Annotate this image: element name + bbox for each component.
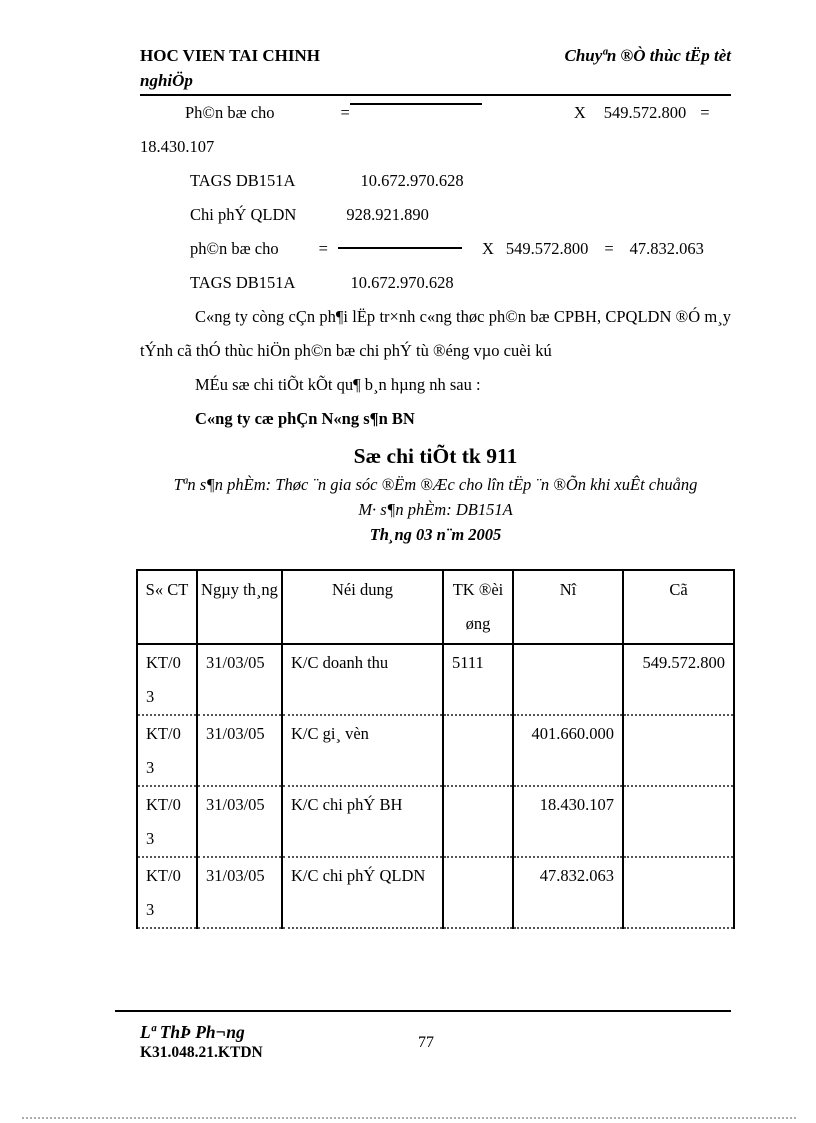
formula-result: 18.430.107	[140, 137, 215, 156]
cell-tk	[442, 715, 514, 787]
col-header-no: Nî	[512, 569, 624, 645]
cell-so-ct: KT/03	[136, 644, 198, 716]
body-paragraph: C«ng ty còng cÇn ph¶i lËp tr×nh c«ng thø…	[140, 307, 731, 360]
col-header-co: Cã	[622, 569, 735, 645]
cell-tk	[442, 857, 514, 929]
cell-noi-dung: K/C doanh thu	[281, 644, 444, 716]
cell-co	[622, 786, 735, 858]
cell-co: 549.572.800	[622, 644, 735, 716]
author-class: K31.048.21.KTDN	[140, 1044, 263, 1061]
formula-allocation-qldn: ph©n bæ cho = X 549.572.800 = 47.832.063	[140, 232, 731, 266]
bottom-dotted-divider	[22, 1117, 796, 1119]
table-row: KT/03 31/03/05 K/C chi phÝ QLDN 47.832.0…	[136, 857, 735, 929]
cell-no: 47.832.063	[512, 857, 624, 929]
table-row: KT/03 31/03/05 K/C doanh thu 5111 549.57…	[136, 644, 735, 716]
col-header-so-ct: S« CT	[136, 569, 198, 645]
denominator-line2: TAGS DB151A 10.672.970.628	[140, 266, 731, 300]
table-row: KT/03 31/03/05 K/C chi phÝ BH 18.430.107	[136, 786, 735, 858]
cell-co	[622, 857, 735, 929]
thesis-type: Chuyªn ®Ò thùc tËp tèt	[564, 46, 731, 65]
table-header-row: S« CT Ngµy th¸ng Néi dung TK ®èi øng Nî …	[136, 569, 735, 645]
revenue-value: 549.572.800	[603, 103, 687, 122]
denominator-line: TAGS DB151A 10.672.970.628	[140, 164, 731, 198]
school-name: HOC VIEN TAI CHINH	[140, 46, 320, 65]
fraction-bar	[349, 103, 482, 105]
cell-co	[622, 715, 735, 787]
cell-so-ct: KT/03	[136, 857, 198, 929]
cell-ngay: 31/03/05	[196, 715, 283, 787]
account-label: TAGS DB151A	[190, 171, 296, 190]
subtitle-code: M· s¶n phÈm: DB151A	[358, 500, 513, 519]
table-row: KT/03 31/03/05 K/C gi¸ vèn 401.660.000	[136, 715, 735, 787]
company-name: C«ng ty cæ phÇn N«ng s¶n BN	[195, 409, 415, 428]
equals-sign: =	[700, 103, 710, 122]
author-name: Lª ThÞ Ph¬ng	[140, 1022, 245, 1042]
subtitle-product: Tªn s¶n phÈm: Thøc ¨n gia sóc ®Ëm ®Æc ch…	[173, 475, 698, 494]
detail-table: S« CT Ngµy th¸ng Néi dung TK ®èi øng Nî …	[136, 569, 735, 929]
cell-noi-dung: K/C gi¸ vèn	[281, 715, 444, 787]
intro-line: MÉu sæ chi tiÕt kÕt qu¶ b¸n hµng nh sau …	[195, 375, 481, 394]
cell-noi-dung: K/C chi phÝ QLDN	[281, 857, 444, 929]
cell-ngay: 31/03/05	[196, 786, 283, 858]
cell-no: 401.660.000	[512, 715, 624, 787]
col-header-noi-dung: Néi dung	[281, 569, 444, 645]
multiply-sign: X	[573, 103, 586, 122]
cell-so-ct: KT/03	[136, 715, 198, 787]
account-label: Chi phÝ QLDN	[190, 205, 297, 224]
report-title: Sæ chi tiÕt tk 911	[353, 444, 518, 468]
school-name-line2: nghiÖp	[140, 71, 193, 90]
cell-no: 18.430.107	[512, 786, 624, 858]
equals-sign: =	[604, 239, 614, 258]
formula-label: ph©n bæ cho	[190, 239, 279, 258]
account-label: TAGS DB151A	[190, 273, 296, 292]
cell-noi-dung: K/C chi phÝ BH	[281, 786, 444, 858]
equals-sign: =	[318, 239, 328, 258]
formula-label: Ph©n bæ cho	[185, 103, 275, 122]
equals-sign: =	[340, 103, 350, 122]
formula-allocation-bh: Ph©n bæ cho = X 549.572.800 =	[140, 96, 731, 130]
account-value: 10.672.970.628	[350, 273, 454, 292]
account-value: 10.672.970.628	[360, 171, 464, 190]
cell-tk	[442, 786, 514, 858]
numerator-line: Chi phÝ QLDN 928.921.890	[140, 198, 731, 232]
cell-no	[512, 644, 624, 716]
cell-ngay: 31/03/05	[196, 857, 283, 929]
subtitle-month: Th¸ng 03 n¨m 2005	[369, 525, 502, 544]
document-header: HOC VIEN TAI CHINH Chuyªn ®Ò thùc tËp tè…	[140, 0, 731, 96]
page-content: HOC VIEN TAI CHINH Chuyªn ®Ò thùc tËp tè…	[136, 0, 735, 929]
table-header: S« CT Ngµy th¸ng Néi dung TK ®èi øng Nî …	[136, 569, 735, 645]
multiply-sign: X	[481, 239, 494, 258]
formula-result: 47.832.063	[629, 239, 704, 258]
cell-tk: 5111	[442, 644, 514, 716]
page-footer: Lª ThÞ Ph¬ng K31.048.21.KTDN 77	[115, 1010, 731, 1063]
formula-section: Ph©n bæ cho = X 549.572.800 = 18.430.107 TAG…	[140, 96, 731, 436]
fraction-bar	[337, 247, 462, 249]
revenue-value: 549.572.800	[505, 239, 589, 258]
cell-ngay: 31/03/05	[196, 644, 283, 716]
report-subtitles: Tªn s¶n phÈm: Thøc ¨n gia sóc ®Ëm ®Æc ch…	[158, 472, 714, 547]
col-header-ngay-thang: Ngµy th¸ng	[196, 569, 283, 645]
page-number: 77	[418, 1034, 434, 1051]
col-header-tk-doi-ung: TK ®èi øng	[442, 569, 514, 645]
cell-so-ct: KT/03	[136, 786, 198, 858]
account-value: 928.921.890	[346, 205, 429, 224]
